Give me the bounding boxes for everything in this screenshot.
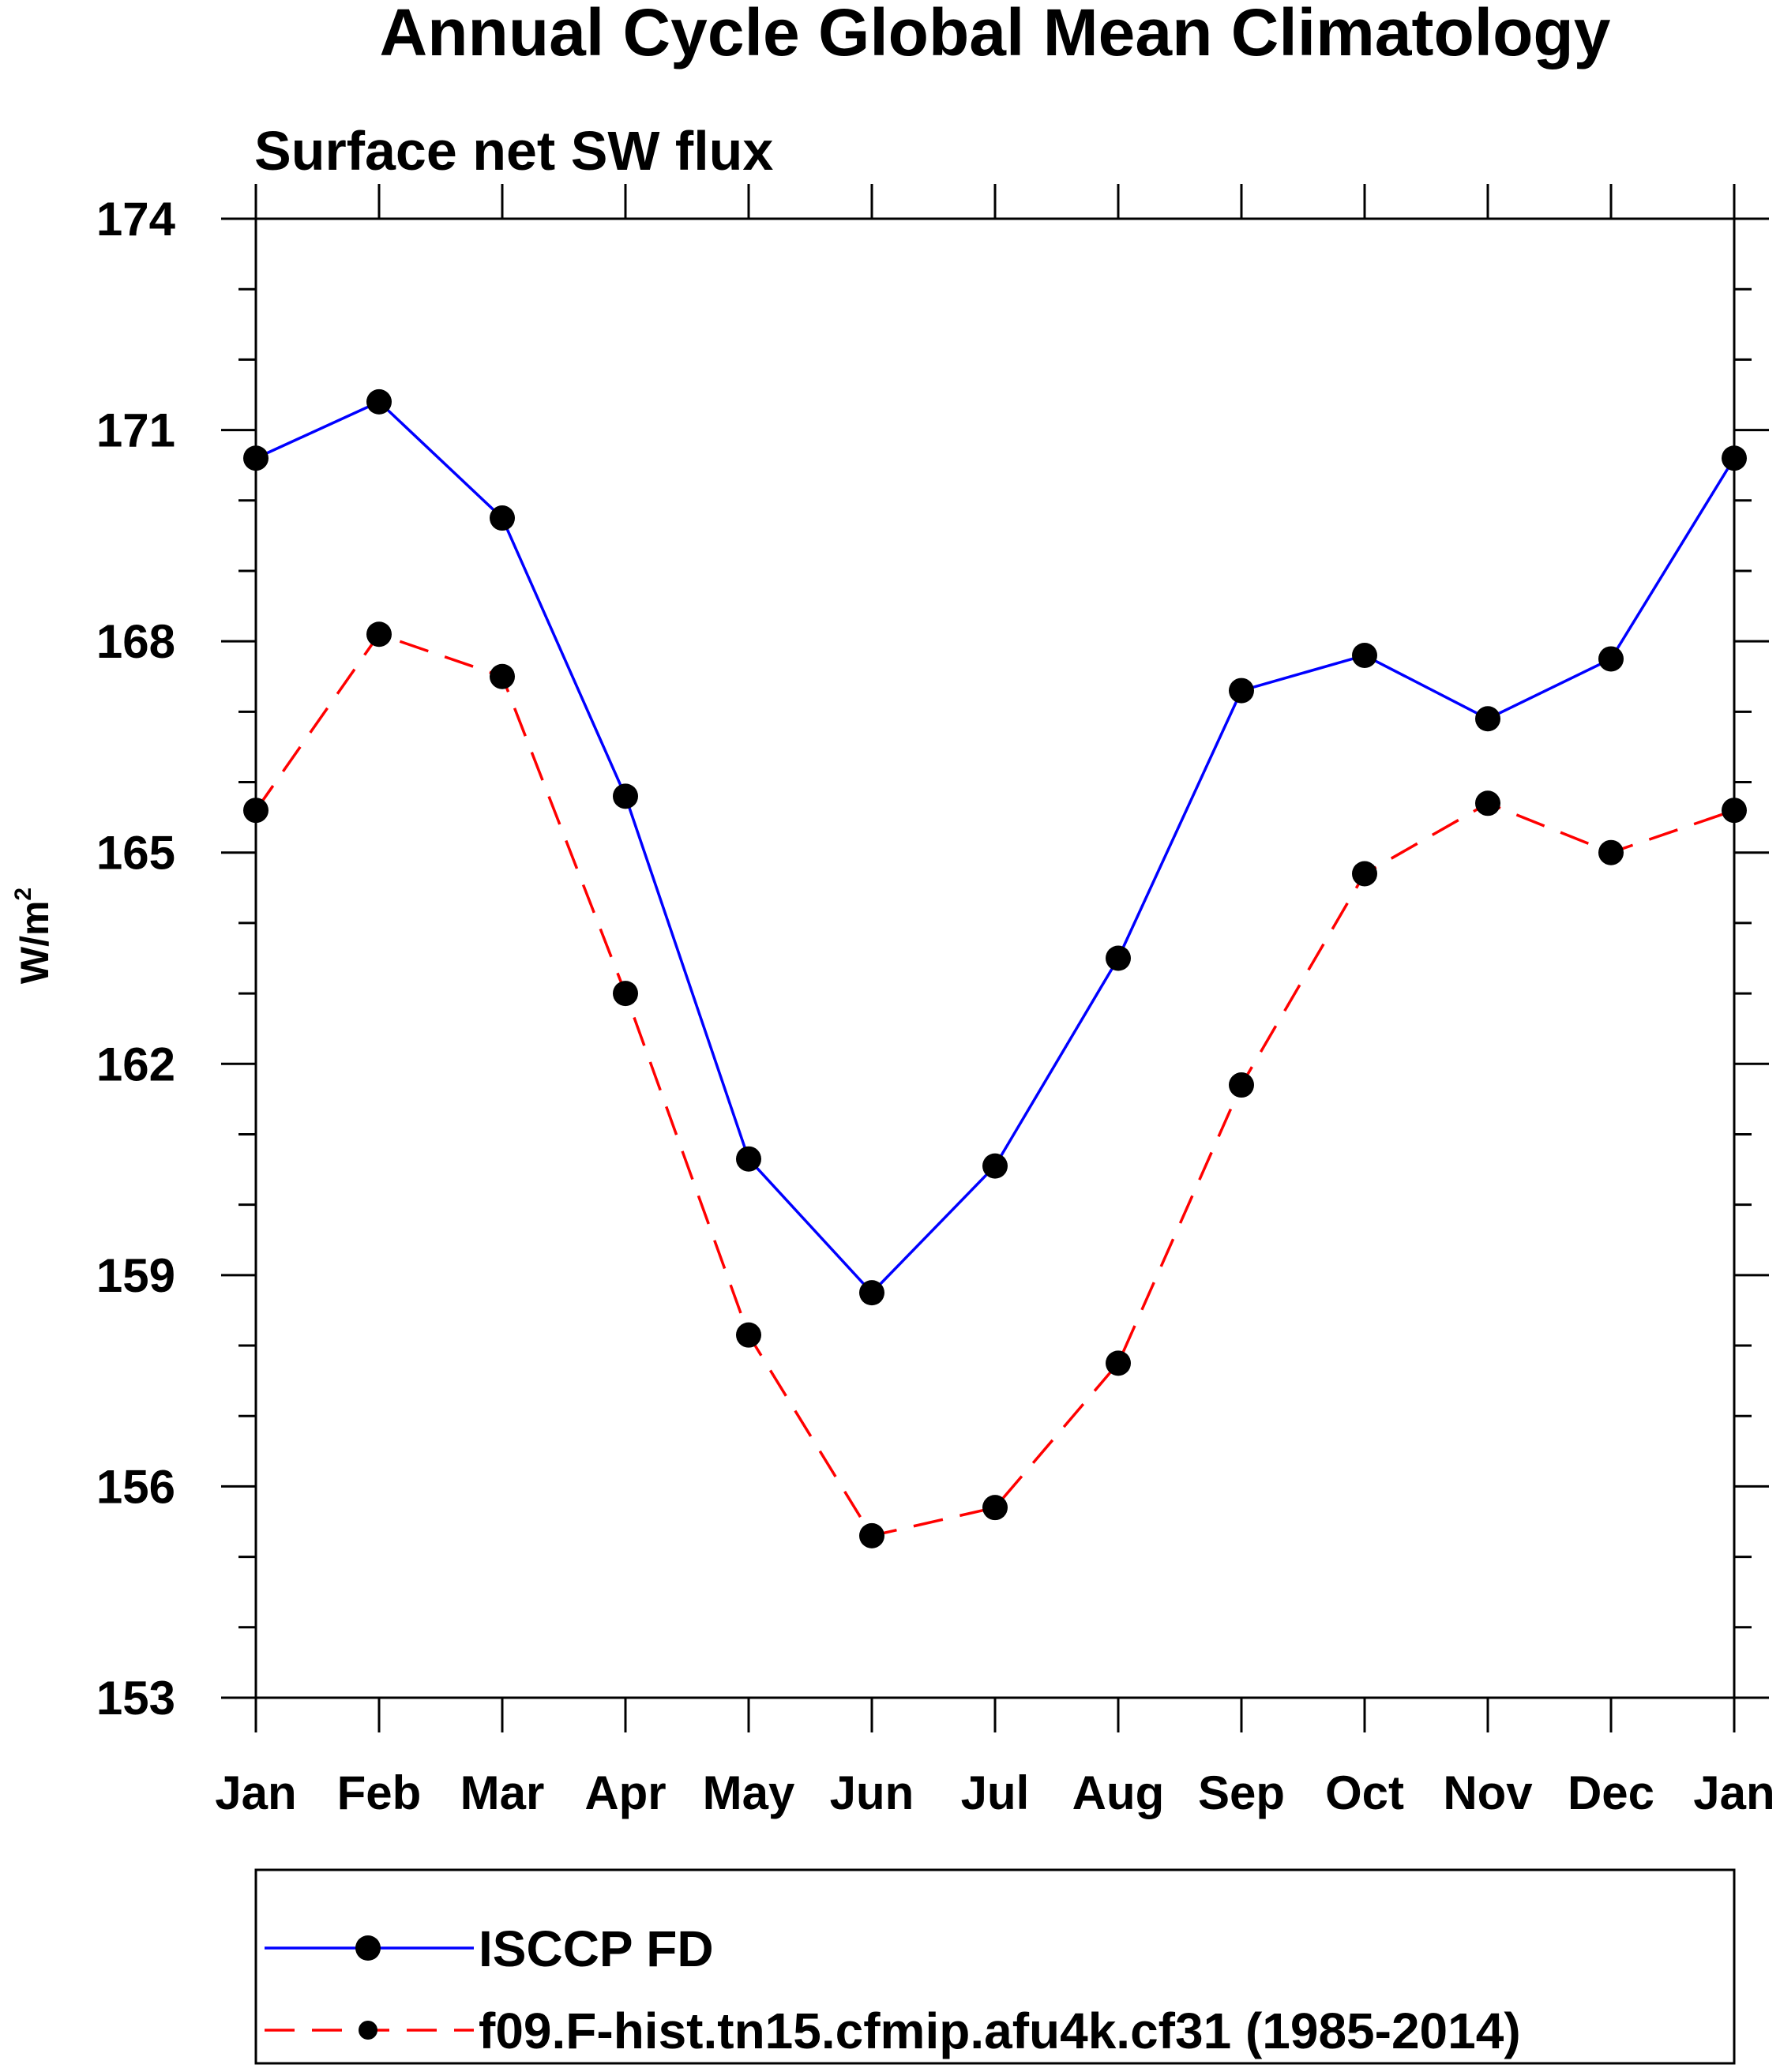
- data-point: [1106, 945, 1131, 971]
- legend-label: f09.F-hist.tn15.cfmip.afu4k.cf31 (1985-2…: [479, 2003, 1521, 2059]
- data-point: [243, 445, 269, 471]
- data-point: [366, 388, 392, 415]
- data-point: [1229, 1072, 1254, 1098]
- data-point: [1352, 861, 1377, 887]
- y-axis: 153 156 159 162 165 168 171 174: [96, 193, 1769, 1725]
- data-point: [859, 1522, 884, 1548]
- data-point: [490, 663, 515, 689]
- x-tick-label: Aug: [1072, 1766, 1165, 1819]
- y-tick-label: 159: [96, 1249, 175, 1302]
- series-line: [254, 632, 1735, 1537]
- x-tick-label: Jul: [961, 1766, 1030, 1819]
- y-axis-label-text: W/m: [13, 901, 57, 985]
- data-point: [1598, 646, 1624, 672]
- x-tick-label: Feb: [337, 1766, 422, 1819]
- series-1: [243, 388, 1747, 1306]
- plot-area: [243, 388, 1747, 1548]
- legend-box: [254, 1868, 1736, 2065]
- legend-entry-2: f09.F-hist.tn15.cfmip.afu4k.cf31 (1985-2…: [265, 2003, 1521, 2059]
- data-point: [859, 1280, 884, 1306]
- chart-title: Annual Cycle Global Mean Climatology: [380, 0, 1611, 69]
- data-point: [1722, 798, 1747, 824]
- data-point: [613, 783, 638, 809]
- chart-subtitle: Surface net SW flux: [254, 120, 773, 182]
- y-tick-label: 165: [96, 827, 175, 880]
- data-point: [243, 798, 269, 824]
- data-point: [1722, 445, 1747, 471]
- x-tick-label: Jan: [215, 1766, 296, 1819]
- data-point: [1598, 839, 1624, 865]
- data-point: [736, 1322, 761, 1348]
- series-2: [243, 621, 1747, 1548]
- data-point: [982, 1495, 1008, 1521]
- plot-frame: [254, 217, 1736, 1699]
- x-tick-label: Oct: [1325, 1766, 1404, 1819]
- data-point: [1475, 790, 1500, 816]
- data-point: [490, 505, 515, 531]
- legend-marker: [359, 2021, 377, 2040]
- legend: ISCCP FD f09.F-hist.tn15.cfmip.afu4k.cf31…: [265, 1920, 1521, 2059]
- data-point: [736, 1146, 761, 1172]
- y-axis-label: W/m2: [10, 888, 57, 984]
- data-point: [1475, 706, 1500, 732]
- data-point: [613, 981, 638, 1007]
- data-point: [366, 621, 392, 648]
- x-tick-label: Apr: [584, 1766, 666, 1819]
- y-tick-label: 156: [96, 1460, 175, 1513]
- legend-marker: [355, 1935, 381, 1961]
- y-tick-label: 174: [96, 193, 176, 246]
- data-point: [982, 1153, 1008, 1179]
- legend-label: ISCCP FD: [479, 1920, 714, 1977]
- y-tick-label: 153: [96, 1672, 175, 1725]
- x-tick-label: Jan: [1693, 1766, 1774, 1819]
- legend-entry-1: ISCCP FD: [265, 1920, 714, 1977]
- y-tick-label: 162: [96, 1038, 175, 1090]
- svg-text:W/m2: W/m2: [10, 888, 57, 984]
- y-tick-label: 171: [96, 404, 175, 457]
- data-point: [1106, 1350, 1131, 1376]
- x-tick-label: Sep: [1198, 1766, 1285, 1819]
- x-tick-label: Jun: [830, 1766, 914, 1819]
- y-axis-label-superscript: 2: [10, 888, 36, 901]
- x-tick-label: May: [703, 1766, 795, 1819]
- x-tick-label: Dec: [1568, 1766, 1654, 1819]
- data-point: [1229, 678, 1254, 704]
- x-tick-label: Mar: [460, 1766, 545, 1819]
- x-axis: Jan Feb Mar Apr May Jun Jul Aug Sep Oct Nov Dec Jan: [215, 184, 1775, 1819]
- y-tick-label: 168: [96, 615, 175, 668]
- data-point: [1352, 642, 1377, 668]
- x-tick-label: Nov: [1443, 1766, 1533, 1819]
